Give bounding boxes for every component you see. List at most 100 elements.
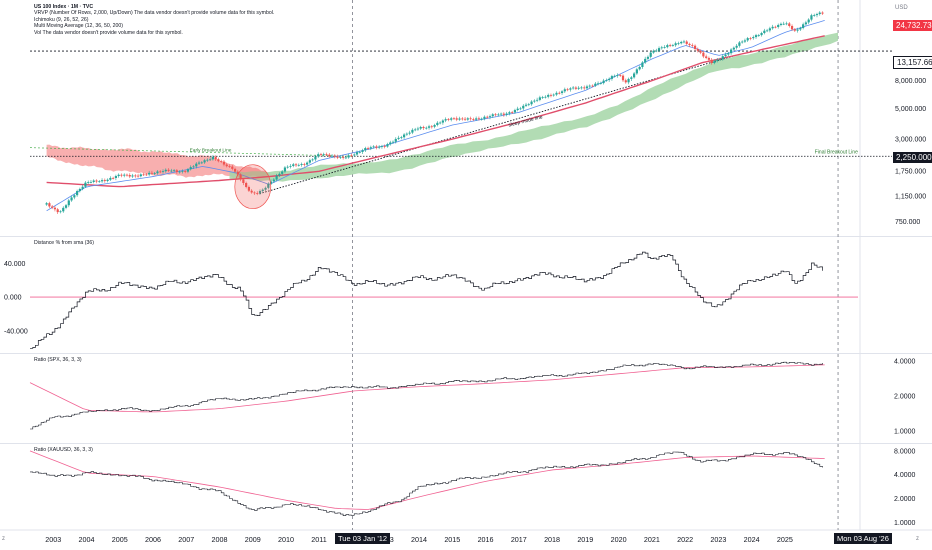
price-axis-label: 1,750.000 — [895, 169, 926, 176]
legend-mma[interactable]: Multi Moving Average (12, 36, 50, 200) — [34, 23, 124, 30]
price-axis-label: 1,150.000 — [895, 194, 926, 201]
candle-body — [452, 118, 456, 120]
candle-body — [336, 156, 339, 158]
candle-body — [641, 62, 644, 67]
time-axis-label: 2018 — [544, 535, 560, 544]
candle-body — [569, 88, 572, 90]
candle-body — [172, 170, 176, 172]
candle-body — [391, 141, 395, 143]
candle-body — [538, 97, 541, 100]
level-high-tag[interactable]: 13,157.664 — [893, 56, 932, 69]
candle-body — [294, 164, 298, 166]
early-breakout-label[interactable]: Early Breakout Line — [190, 148, 232, 154]
xau-axis-label: 4.0000 — [894, 472, 916, 479]
candle-body — [688, 43, 691, 45]
candle-body — [328, 154, 331, 157]
legend-ichimoku[interactable]: Ichimoku (9, 26, 52, 26) — [34, 16, 89, 23]
candle-body — [416, 128, 420, 130]
spx-ratio-line — [30, 361, 823, 430]
candle-body — [427, 126, 431, 128]
candle-body — [660, 47, 663, 49]
distance-series-line — [30, 251, 823, 349]
candle-body — [469, 118, 472, 120]
candle-body — [366, 148, 370, 149]
candle-body — [666, 45, 669, 48]
time-axis-label: 2011 — [311, 535, 326, 544]
spx-axis-label: 4.0000 — [894, 358, 916, 365]
candle-body — [511, 112, 514, 114]
candle-body — [724, 54, 727, 57]
time-axis-label: 2021 — [644, 535, 660, 544]
candle-body — [109, 177, 112, 180]
candle-body — [619, 75, 622, 76]
time-axis-label: 2016 — [478, 535, 494, 544]
candle-body — [741, 41, 744, 43]
candle-body — [161, 171, 165, 173]
currency-label: USD — [895, 5, 908, 11]
candle-body — [707, 57, 711, 60]
candle-body — [815, 14, 819, 16]
crosshair-date-left[interactable]: Tue 03 Jan '12 — [335, 533, 391, 544]
candle-body — [657, 48, 661, 51]
candle-body — [630, 77, 633, 79]
candle-body — [475, 118, 478, 120]
candle-body — [560, 91, 564, 93]
candle-body — [225, 164, 228, 167]
candle-body — [796, 29, 799, 31]
spx-ratio-signal-line — [29, 364, 825, 413]
candle-body — [106, 179, 109, 182]
candle-body — [342, 156, 345, 158]
candle-body — [159, 171, 162, 173]
candle-body — [483, 116, 486, 119]
legend-vol[interactable]: Vol The data vendor doesn't provide volu… — [34, 29, 183, 36]
final-breakout-label[interactable]: Final Breakout Line — [815, 149, 858, 155]
level-low-tag[interactable]: 2,250.000 — [893, 152, 932, 163]
candle-body — [103, 180, 106, 182]
candle-body — [760, 33, 763, 36]
candle-body — [167, 169, 170, 171]
xau-ratio-signal-line — [29, 450, 825, 510]
crosshair-date-right[interactable]: Mon 03 Aug '26 — [834, 533, 892, 544]
candle-body — [405, 133, 408, 135]
candle-body — [782, 23, 785, 25]
candle-body — [777, 24, 780, 28]
candle-body — [439, 122, 442, 124]
candle-body — [181, 170, 184, 172]
moving-average-short — [46, 20, 825, 212]
candle-body — [696, 48, 699, 51]
candle-body — [148, 172, 151, 175]
candle-body — [239, 174, 242, 180]
candle-body — [358, 151, 361, 153]
candle-body — [209, 159, 212, 161]
candle-body — [383, 146, 386, 147]
candle-body — [810, 15, 813, 20]
distance-pane-label[interactable]: Distance % from sma (36) — [34, 240, 94, 246]
candle-body — [220, 161, 223, 163]
candle-body — [530, 101, 533, 105]
candle-body — [267, 183, 270, 188]
candle-body — [303, 163, 306, 165]
price-axis-label: 750.000 — [895, 219, 920, 226]
symbol-title[interactable]: US 100 Index · 1M · TVC — [34, 4, 94, 10]
legend-vrvp[interactable]: VRVP (Number Of Rows, 2,000, Up/Down) Th… — [34, 10, 275, 17]
highlight-ellipse — [234, 164, 272, 210]
candle-body — [757, 35, 760, 36]
candle-body — [281, 171, 284, 174]
candle-body — [112, 177, 115, 179]
last-price-tag[interactable]: 24,732.732 — [893, 20, 932, 31]
candle-body — [402, 134, 406, 138]
candle-body — [494, 114, 497, 116]
candle-body — [256, 192, 259, 194]
candle-body — [693, 45, 697, 49]
candle-body — [702, 52, 705, 57]
candle-body — [283, 167, 287, 172]
candle-body — [652, 50, 655, 53]
time-axis-label: 2009 — [245, 535, 261, 544]
ratio-spx-pane-label[interactable]: Ratio (SPX, 36, 3, 3) — [34, 357, 82, 363]
candle-body — [502, 113, 505, 115]
ratio-xau-pane-label[interactable]: Ratio (XAUUSD, 36, 3, 3) — [34, 447, 93, 453]
candle-body — [549, 94, 553, 96]
candle-body — [599, 83, 602, 84]
candle-body — [269, 181, 273, 184]
